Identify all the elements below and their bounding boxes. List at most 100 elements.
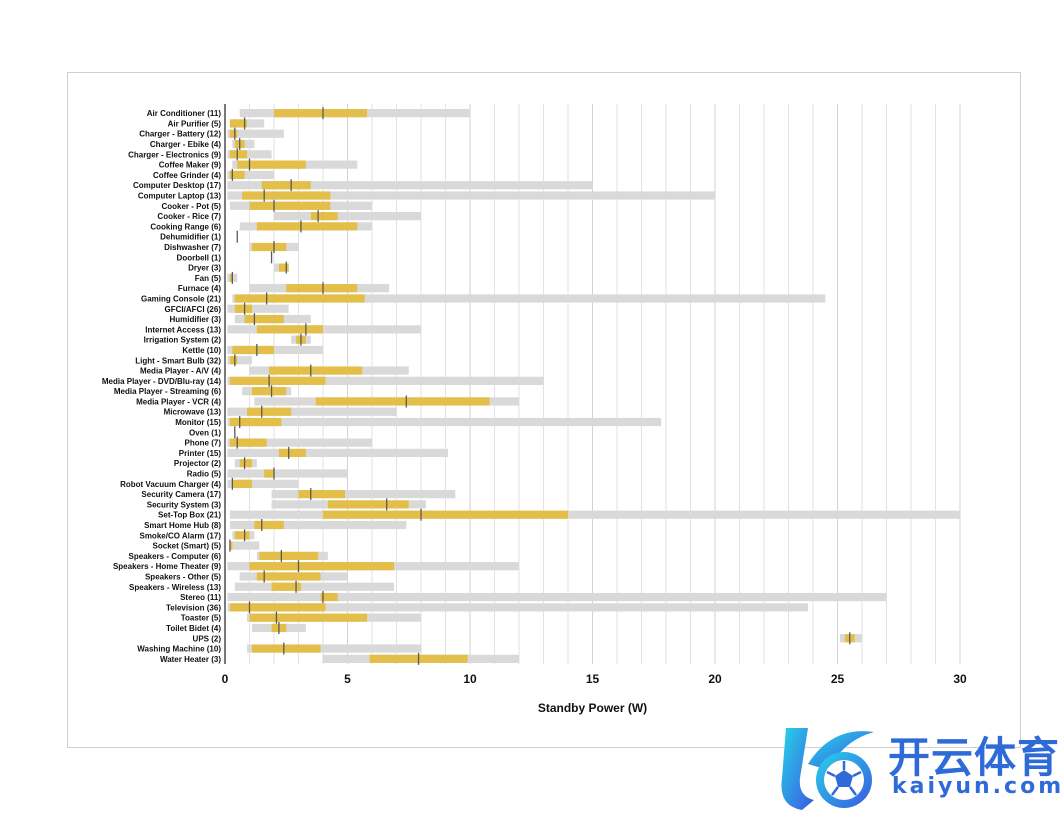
category-label: Gaming Console (21) <box>141 294 221 303</box>
category-label: UPS (2) <box>193 634 222 643</box>
iqr-bar <box>234 304 252 313</box>
iqr-bar <box>256 325 323 334</box>
category-label: Computer Desktop (17) <box>133 181 221 190</box>
category-label: Doorbell (1) <box>177 253 222 262</box>
category-label: Humidifier (3) <box>169 315 221 324</box>
range-bar <box>227 170 274 180</box>
range-bar <box>227 417 662 427</box>
range-bar <box>227 129 284 138</box>
category-label: Computer Laptop (13) <box>138 192 221 201</box>
range-bar <box>229 541 260 550</box>
range-bar <box>234 582 395 591</box>
iqr-bar <box>232 345 274 355</box>
category-label: Media Player - DVD/Blu-ray (14) <box>102 377 221 386</box>
category-label: Speakers - Other (5) <box>145 572 221 581</box>
range-bar <box>227 181 593 190</box>
category-label: Cooking Range (6) <box>150 222 221 231</box>
category-label: Charger - Battery (12) <box>139 130 221 139</box>
category-label: Coffee Maker (9) <box>159 161 222 170</box>
category-label: Fan (5) <box>195 274 222 283</box>
iqr-bar <box>232 479 252 488</box>
category-label: Media Player - VCR (4) <box>136 397 221 406</box>
iqr-bar <box>229 417 282 427</box>
iqr-bar <box>229 356 238 365</box>
iqr-bar <box>286 284 358 293</box>
soccer-ball-k-logo-icon <box>781 728 874 810</box>
iqr-bar <box>229 603 326 612</box>
iqr-bar <box>229 541 233 550</box>
iqr-bar <box>244 314 284 324</box>
iqr-bar <box>315 397 490 406</box>
range-bar <box>271 490 456 499</box>
category-label: Washing Machine (10) <box>137 645 221 654</box>
range-bar <box>227 356 252 365</box>
iqr-bar <box>269 366 363 375</box>
range-bar <box>229 510 960 519</box>
range-bar <box>227 407 397 416</box>
category-label: Air Purifier (5) <box>168 119 222 128</box>
iqr-bar <box>249 562 395 571</box>
range-bar <box>227 150 272 159</box>
category-label: Oven (1) <box>189 428 221 437</box>
iqr-bar <box>247 407 292 416</box>
category-label: Cooker - Rice (7) <box>157 212 221 221</box>
iqr-bar <box>229 150 248 159</box>
logo-latin-text: kaiyun.com <box>892 774 1062 799</box>
category-label: Microwave (13) <box>164 408 222 417</box>
category-label: Furnace (4) <box>178 284 221 293</box>
category-label: Coffee Grinder (4) <box>153 171 221 180</box>
iqr-bar <box>271 582 301 591</box>
iqr-bar <box>229 129 238 138</box>
iqr-bar <box>310 212 338 221</box>
category-label: Media Player - Streaming (6) <box>114 387 221 396</box>
category-label: Dishwasher (7) <box>164 243 221 252</box>
iqr-bar <box>251 387 287 396</box>
range-bar <box>227 438 372 447</box>
bars <box>227 107 960 665</box>
iqr-bar <box>298 490 346 499</box>
range-bar <box>229 520 407 530</box>
category-label: Dehumidifier (1) <box>160 233 221 242</box>
chart-frame <box>67 72 1021 748</box>
category-label: Monitor (15) <box>175 418 221 427</box>
iqr-bar <box>259 551 319 560</box>
category-label: GFCI/AFCI (26) <box>165 305 222 314</box>
iqr-bar <box>234 294 365 303</box>
iqr-bar <box>229 438 267 447</box>
category-label: Smoke/CO Alarm (17) <box>139 531 221 540</box>
range-bar <box>227 304 289 313</box>
category-label: Phone (7) <box>185 439 222 448</box>
category-label: Security System (3) <box>147 500 222 509</box>
category-label: Media Player - A/V (4) <box>140 367 221 376</box>
iqr-bar <box>251 644 321 653</box>
iqr-bar <box>278 448 306 458</box>
category-label: Radio (5) <box>187 470 222 479</box>
iqr-bar <box>229 119 248 128</box>
range-bar <box>227 376 544 385</box>
range-bar <box>227 448 448 458</box>
category-labels: Air Conditioner (11)Air Purifier (5) Char… <box>102 109 221 664</box>
category-label: Speakers - Wireless (13) <box>129 583 221 592</box>
iqr-bar <box>261 181 311 190</box>
iqr-bar <box>274 109 368 118</box>
range-bar <box>227 603 809 612</box>
category-label: Internet Access (13) <box>145 325 221 334</box>
x-tick-label: 0 <box>222 672 229 686</box>
range-bar <box>227 191 715 200</box>
x-tick-label: 30 <box>953 672 967 686</box>
x-tick-label: 20 <box>708 672 722 686</box>
category-label: Socket (Smart) (5) <box>153 542 222 551</box>
range-bar <box>227 469 348 478</box>
iqr-bar <box>327 500 409 509</box>
x-tick-labels: 0 5 10 15 20 25 30 <box>222 672 967 686</box>
category-label: Speakers - Computer (6) <box>129 552 222 561</box>
x-tick-label: 25 <box>831 672 845 686</box>
iqr-bar <box>249 201 331 210</box>
category-label: Printer (15) <box>179 449 222 458</box>
iqr-bar <box>242 191 331 200</box>
category-label: Cooker - Pot (5) <box>161 202 221 211</box>
x-axis-title: Standby Power (W) <box>538 701 647 715</box>
category-label: Robot Vacuum Charger (4) <box>120 480 221 489</box>
range-bar <box>227 592 887 602</box>
